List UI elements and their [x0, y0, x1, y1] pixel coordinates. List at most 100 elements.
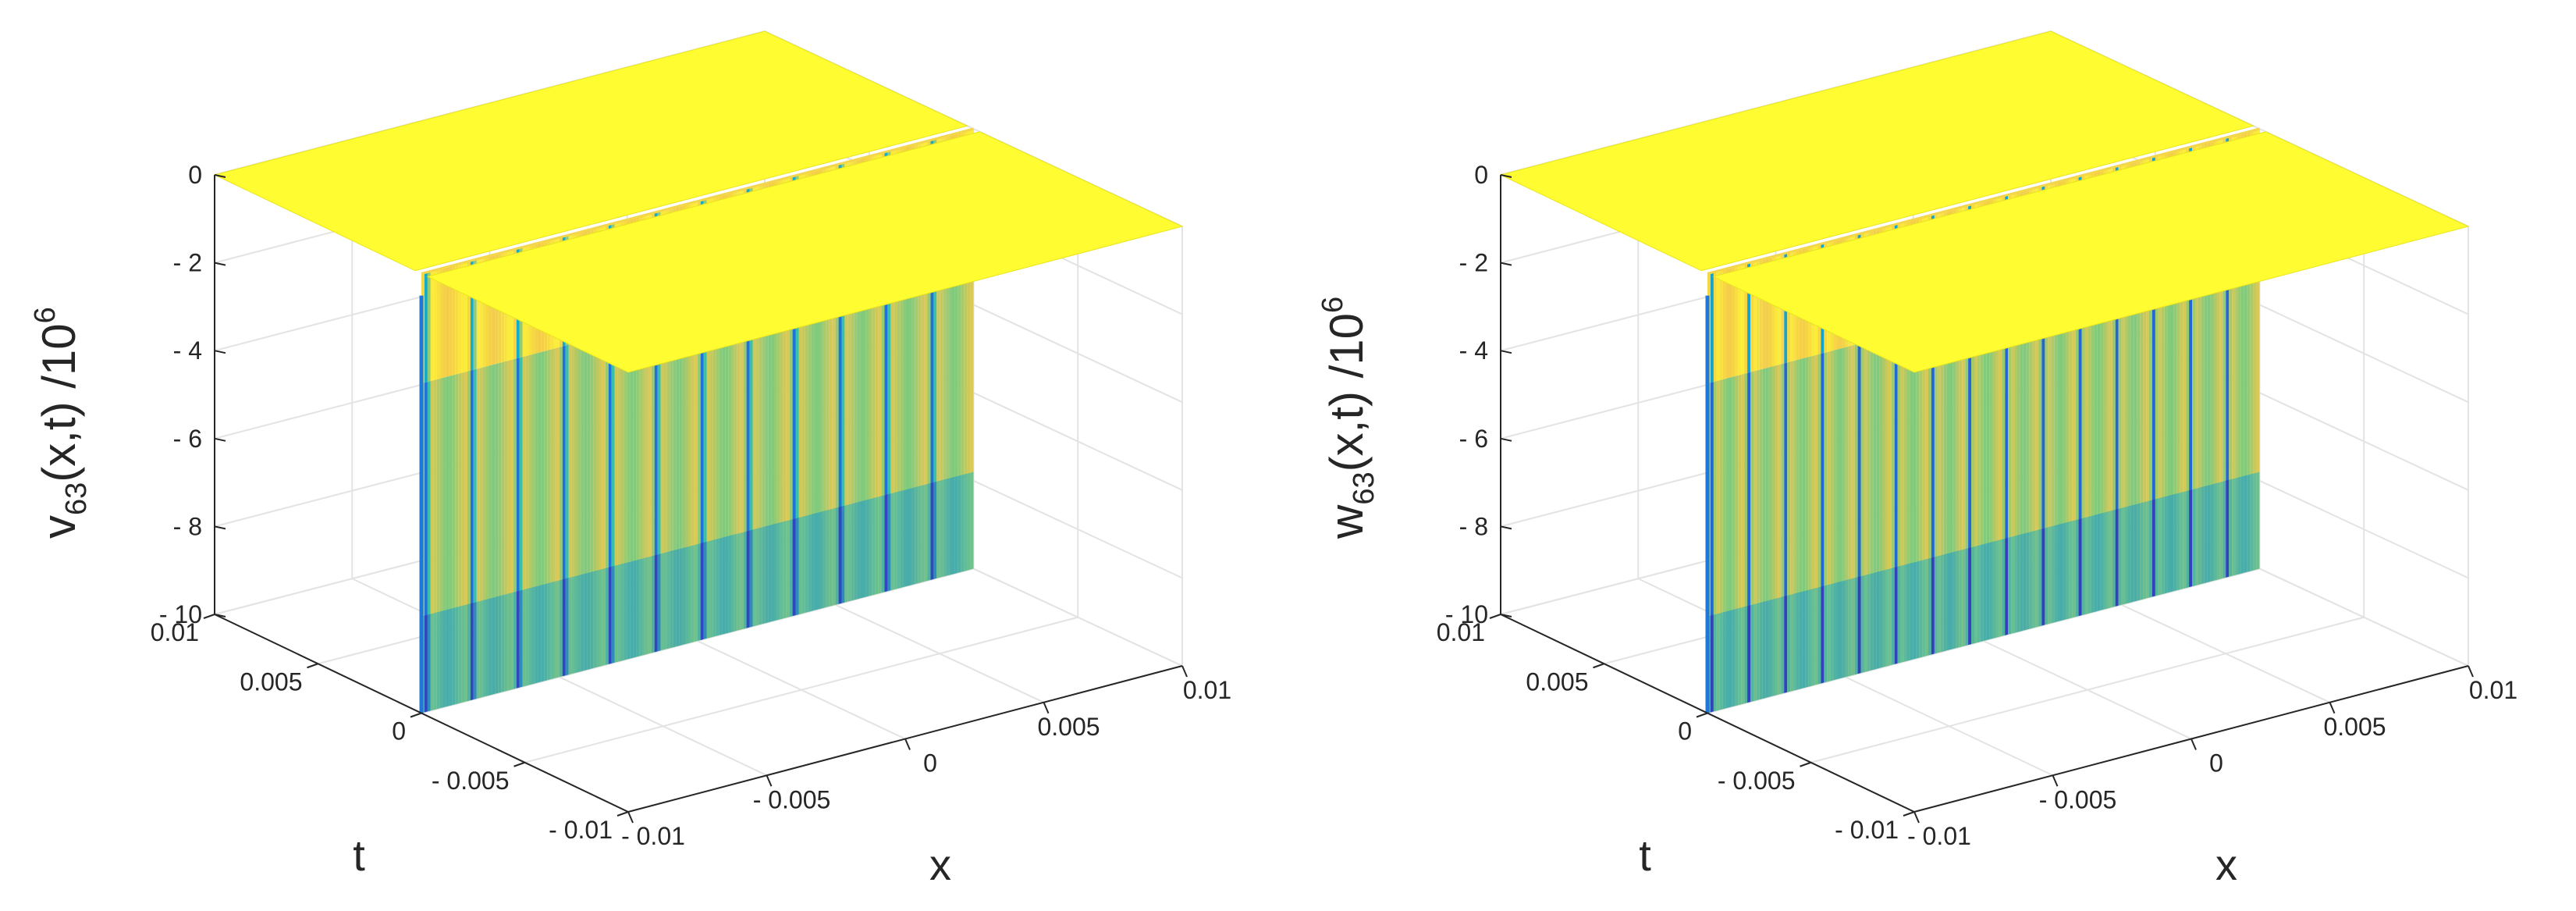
surface-trough-shade — [728, 535, 731, 633]
z-label-superscript: 6 — [29, 307, 62, 323]
surface-trough-shade — [2186, 490, 2190, 589]
surface-trough-shade — [461, 605, 464, 703]
surface-trough-shade — [513, 591, 517, 689]
surface-trough-shade — [2097, 514, 2101, 611]
surface-trough-shade — [1851, 578, 1855, 676]
surface-trough-shade — [2235, 477, 2238, 575]
surface-trough-shade — [709, 539, 713, 638]
surface-trough-shade — [2155, 498, 2159, 596]
surface-trough-shade — [737, 532, 741, 631]
floor-grid-line — [1810, 616, 2365, 763]
surface-trough-shade — [1879, 571, 1882, 668]
surface-trough-shade — [2078, 518, 2082, 617]
surface-trough-shade — [1762, 601, 1766, 699]
surface-trough-shade — [706, 541, 710, 639]
surface-trough-shade — [2226, 479, 2230, 578]
z-tick-mark — [1500, 525, 1512, 530]
surface-trough-shade — [952, 476, 955, 575]
surface-trough-shade — [1790, 593, 1794, 692]
surface-trough-shade — [562, 578, 566, 677]
x-tick-label: 0.01 — [1183, 676, 1231, 704]
surface-trough-shade — [2140, 502, 2144, 600]
surface-trough-shade — [2048, 526, 2052, 625]
surface-trough-shade — [1922, 559, 1926, 657]
surface-trough-shade — [2256, 472, 2260, 570]
surface-trough-shade — [2112, 509, 2116, 607]
surface-trough-shade — [694, 544, 698, 642]
surface-trough-shade — [593, 571, 596, 668]
surface-trough-shade — [1750, 604, 1753, 703]
surface-trough-shade — [2240, 475, 2244, 574]
surface-trough-shade — [1989, 542, 1993, 639]
surface-trough-shade — [1906, 563, 1910, 661]
z-label-superscript: 6 — [1316, 297, 1349, 313]
surface-trough-shade — [906, 489, 909, 587]
z-tick-label: - 6 — [173, 425, 202, 453]
surface-trough-shade — [2084, 517, 2088, 615]
surface-trough-shade — [854, 502, 858, 600]
surface-trough-shade — [1870, 573, 1874, 671]
surface-trough-shade — [829, 508, 833, 607]
t-tick-label: - 0.005 — [432, 767, 510, 795]
surface-trough-shade — [731, 534, 734, 632]
surface-trough-shade — [2198, 487, 2201, 585]
surface-trough-shade — [620, 563, 624, 661]
surface-trough-shade — [1919, 560, 1923, 658]
surface-trough-shade — [666, 551, 670, 649]
surface-trough-shade — [759, 527, 762, 625]
surface-trough-strip-top — [1738, 265, 1742, 375]
surface-trough-shade — [786, 520, 790, 618]
surface-trough-shade — [860, 500, 863, 599]
surface-trough-shade — [2201, 486, 2205, 584]
surface-trough-shade — [2151, 499, 2155, 597]
surface-trough-shade — [516, 590, 520, 689]
surface-trough-shade — [1946, 553, 1950, 651]
surface-trough-shade — [1867, 574, 1871, 672]
surface-trough-shade — [1771, 599, 1775, 696]
surface-trough-shade — [2017, 534, 2020, 632]
surface-trough-shade — [936, 480, 940, 578]
surface-trough-shade — [1836, 582, 1839, 680]
surface-trough-shade — [805, 515, 808, 613]
surface-trough-shade — [498, 595, 502, 693]
surface-trough-shade — [1995, 539, 1999, 638]
surface-trough-shade — [1824, 585, 1828, 683]
surface-trough-shade — [2026, 532, 2030, 630]
surface-trough-shade — [1722, 611, 1726, 710]
surface-trough-shade — [596, 570, 599, 667]
surface-seam — [1707, 127, 2260, 275]
surface-trough-shade — [1741, 607, 1745, 705]
surface-trough-shade — [504, 593, 508, 692]
surface-trough-shade — [2014, 535, 2017, 633]
surface-trough-shade — [2170, 494, 2174, 593]
surface-trough-shade — [510, 592, 513, 690]
surface-trough-shade — [1732, 609, 1736, 707]
surface-trough-shade — [427, 614, 431, 712]
z-tick-label: - 10 — [1445, 600, 1488, 628]
z-tick-label: - 4 — [1459, 336, 1488, 365]
surface-trough-shade — [602, 568, 606, 666]
t-tick-mark — [1593, 663, 1604, 669]
t-tick-label: 0 — [1678, 717, 1692, 746]
surface-trough-shade — [679, 548, 683, 646]
surface-trough-shade — [1999, 539, 2002, 637]
t-tick-mark — [307, 663, 318, 669]
surface-trough-shade — [1830, 583, 1834, 681]
surface-trough-shade — [627, 561, 631, 660]
surface-trough-shade — [1765, 600, 1769, 698]
surface-trough-shade — [495, 596, 499, 694]
surface-trough-shade — [663, 552, 667, 650]
surface-trough-shade — [2247, 474, 2251, 572]
surface-trough-shade — [1738, 607, 1742, 706]
surface-trough-shade — [863, 500, 866, 598]
surface-trough-shade — [2020, 533, 2023, 632]
surface-trough-shade — [749, 529, 753, 628]
surface-trough-shade — [903, 489, 906, 588]
t-tick-mark — [1489, 614, 1501, 619]
surface-trough-shade — [550, 582, 553, 680]
surface-trough-shade — [964, 473, 968, 571]
surface-trough-shade — [1808, 589, 1812, 687]
surface-trough-shade — [1833, 582, 1837, 681]
surface-trough-shade — [568, 577, 572, 675]
z-tick-label: - 8 — [1459, 512, 1488, 540]
